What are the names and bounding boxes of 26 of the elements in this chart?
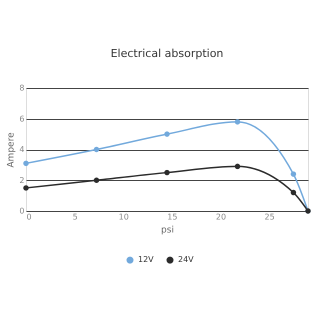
point — [234, 119, 240, 125]
y-tick-label: 0 — [19, 206, 24, 216]
point — [234, 164, 240, 170]
x-tick-label: 0 — [26, 212, 32, 222]
chart-title: Electrical absorption — [110, 47, 224, 60]
point — [290, 190, 296, 196]
x-tick-label: 20 — [216, 212, 226, 222]
y-tick-label: 4 — [19, 145, 24, 154]
x-tick-label: 10 — [118, 212, 129, 222]
point — [94, 146, 100, 152]
y-tick-label: 2 — [19, 176, 24, 185]
y-tick-label: 6 — [19, 114, 24, 124]
x-tick-label: 5 — [72, 212, 78, 222]
point — [164, 131, 170, 137]
point — [290, 171, 296, 177]
x-axis-title: psi — [161, 226, 174, 236]
y-axis-title: Ampere — [6, 132, 16, 168]
point — [164, 170, 170, 176]
point — [23, 185, 29, 191]
x-tick-label: 25 — [264, 212, 275, 222]
point — [94, 178, 100, 183]
x-tick-label: 15 — [167, 212, 178, 222]
legend-label: 24V — [178, 255, 194, 264]
legend-label: 12V — [138, 255, 154, 264]
point — [23, 160, 29, 166]
y-tick-label: 8 — [19, 84, 24, 92]
